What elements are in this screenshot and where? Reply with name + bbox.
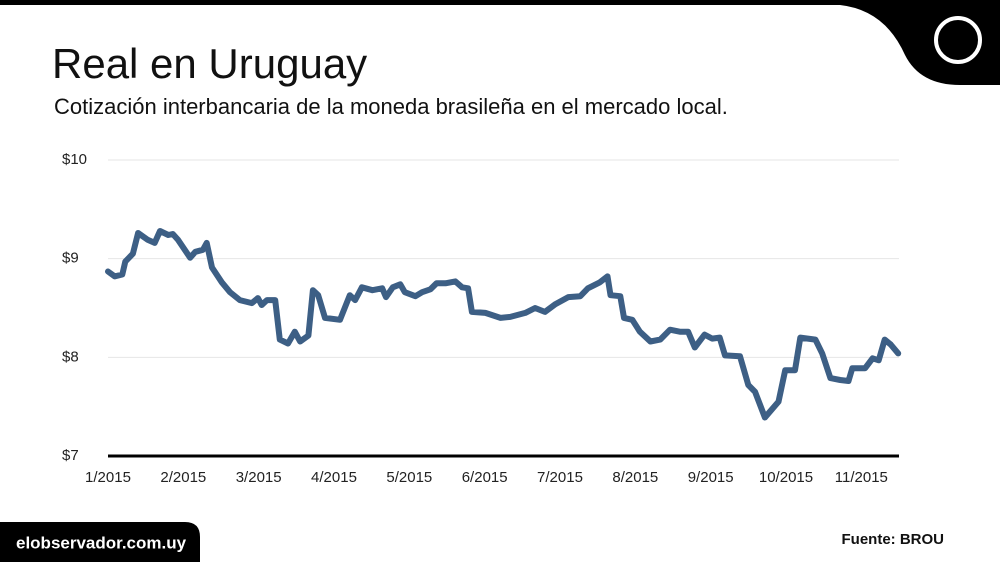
x-tick-label: 6/2015 xyxy=(462,469,508,486)
x-tick-label: 3/2015 xyxy=(236,469,282,486)
x-tick-label: 1/2015 xyxy=(85,469,131,486)
top-frame xyxy=(0,0,1000,5)
x-tick-label: 8/2015 xyxy=(612,469,658,486)
x-tick-label: 9/2015 xyxy=(688,469,734,486)
logo xyxy=(934,16,982,64)
site: elobservador.com.uy xyxy=(16,533,187,552)
source: Fuente: BROU xyxy=(842,531,945,548)
x-tick-label: 4/2015 xyxy=(311,469,357,486)
line xyxy=(105,228,902,421)
x-tick-label: 5/2015 xyxy=(386,469,432,486)
y-tick-label: $10 xyxy=(62,151,87,168)
x-tick-label: 11/2015 xyxy=(835,469,888,486)
footer-tab xyxy=(0,522,200,562)
chart-subtitle: Cotización interbancaria de la moneda br… xyxy=(54,94,728,119)
x-tick-label: 2/2015 xyxy=(160,469,206,486)
y-tick-label: $8 xyxy=(62,348,79,365)
x-tick-label: 7/2015 xyxy=(537,469,583,486)
y-tick-label: $7 xyxy=(62,447,79,464)
x-tick-label: 10/2015 xyxy=(759,469,813,486)
logo-corner xyxy=(840,5,1000,85)
y-tick-label: $9 xyxy=(62,250,79,267)
chart-title: Real en Uruguay xyxy=(52,40,367,87)
